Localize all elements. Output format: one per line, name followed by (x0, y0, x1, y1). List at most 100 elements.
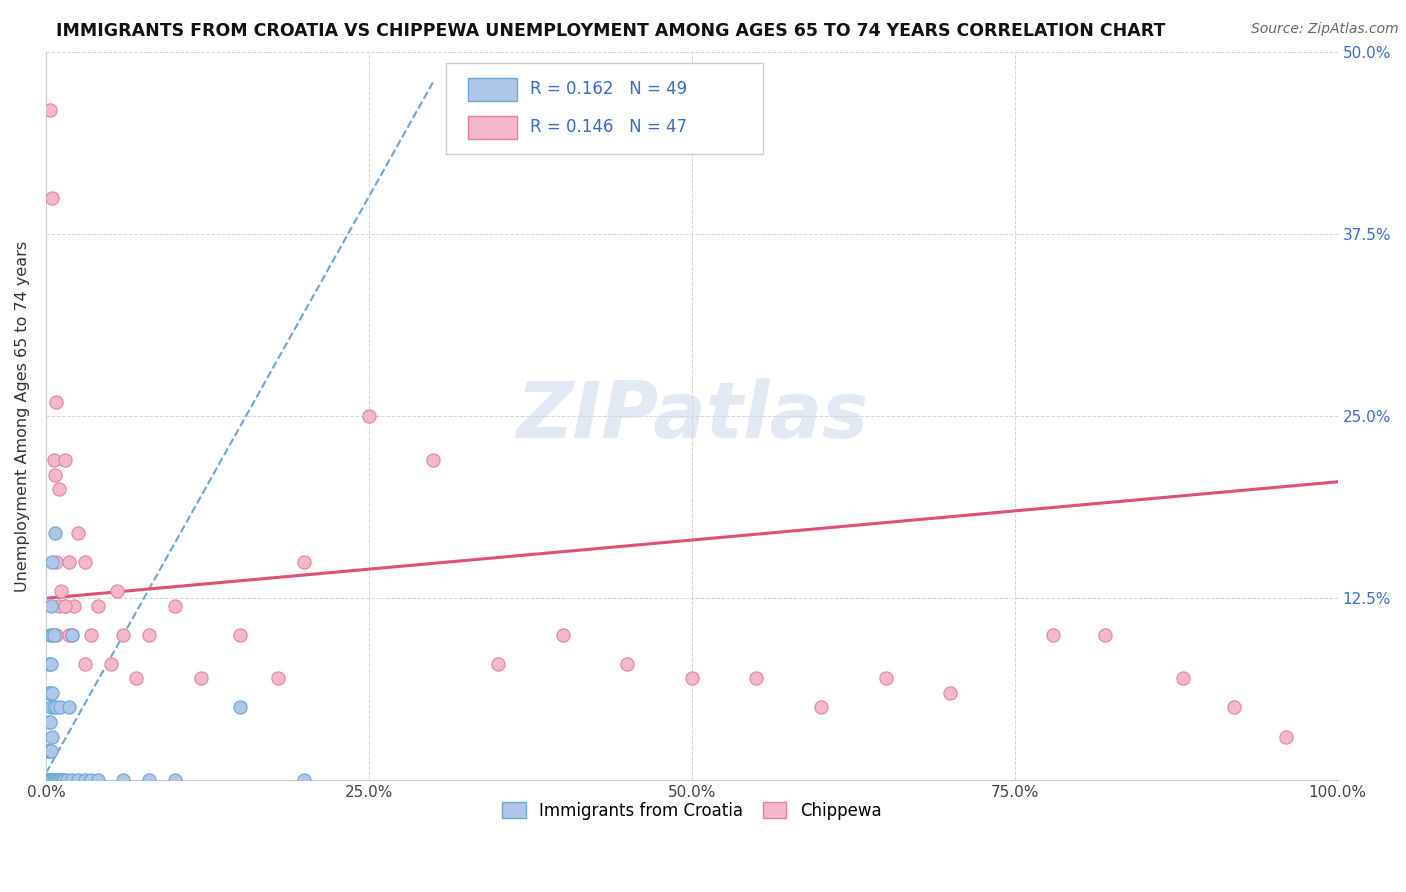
Point (292, 555, 315, 569)
Point (38, 103, 60, 118)
Point (45, 773, 67, 788)
Point (80, 628, 103, 642)
Point (45, 394, 67, 409)
Point (44, 467, 66, 482)
Point (48, 773, 70, 788)
Point (48, 599, 70, 613)
Point (745, 672, 768, 686)
Point (228, 628, 250, 642)
Point (616, 657, 638, 671)
Point (38, 744, 60, 758)
Point (42, 453, 65, 467)
Point (37, 773, 59, 788)
Point (267, 672, 290, 686)
Point (681, 672, 703, 686)
Text: Source: ZipAtlas.com: Source: ZipAtlas.com (1251, 22, 1399, 37)
Point (58, 700, 80, 714)
Point (41, 686, 63, 700)
Point (58, 628, 80, 642)
Point (73, 773, 96, 788)
Point (67, 773, 90, 788)
Point (41, 730, 63, 744)
Point (228, 700, 250, 714)
Point (112, 773, 135, 788)
Point (38, 773, 60, 788)
Legend: Immigrants from Croatia, Chippewa: Immigrants from Croatia, Chippewa (496, 796, 889, 827)
Point (875, 672, 897, 686)
Point (42, 628, 65, 642)
Point (49, 700, 72, 714)
Point (73, 555, 96, 569)
Point (60, 628, 83, 642)
Point (42, 773, 65, 788)
Point (39, 700, 62, 714)
Point (63, 599, 86, 613)
Point (45, 628, 67, 642)
FancyBboxPatch shape (468, 116, 517, 139)
Point (138, 773, 160, 788)
Point (1171, 672, 1194, 686)
Point (486, 657, 509, 671)
Point (38, 744, 60, 758)
Point (51, 584, 73, 599)
Point (357, 409, 380, 424)
Point (73, 657, 96, 671)
Point (46, 773, 69, 788)
Point (38, 657, 60, 671)
Point (67, 525, 90, 540)
Point (45, 700, 67, 714)
Point (38, 773, 60, 788)
Point (39, 599, 62, 613)
Point (190, 672, 212, 686)
Point (86, 599, 108, 613)
Point (38, 686, 60, 700)
Text: ZIPatlas: ZIPatlas (516, 378, 868, 454)
Point (44, 525, 66, 540)
Point (53, 453, 76, 467)
Point (39, 773, 62, 788)
Text: R = 0.162   N = 49: R = 0.162 N = 49 (530, 80, 688, 98)
FancyBboxPatch shape (468, 78, 517, 101)
Point (51, 773, 73, 788)
Point (53, 599, 76, 613)
Point (42, 700, 65, 714)
Point (1094, 628, 1116, 642)
Point (551, 628, 574, 642)
Text: R = 0.146   N = 47: R = 0.146 N = 47 (530, 119, 688, 136)
Point (44, 773, 66, 788)
Point (41, 555, 63, 569)
Point (100, 657, 122, 671)
Point (1223, 700, 1246, 714)
Y-axis label: Unemployment Among Ages 65 to 74 years: Unemployment Among Ages 65 to 74 years (15, 241, 30, 591)
Point (112, 628, 135, 642)
Point (53, 599, 76, 613)
Point (58, 555, 80, 569)
Point (41, 191, 63, 205)
Point (41, 628, 63, 642)
Point (60, 773, 83, 788)
Point (138, 628, 160, 642)
Point (165, 773, 187, 788)
Point (422, 453, 444, 467)
Point (292, 773, 315, 788)
Point (37, 744, 59, 758)
Text: IMMIGRANTS FROM CROATIA VS CHIPPEWA UNEMPLOYMENT AMONG AGES 65 TO 74 YEARS CORRE: IMMIGRANTS FROM CROATIA VS CHIPPEWA UNEM… (56, 22, 1166, 40)
Point (52, 773, 75, 788)
Point (105, 584, 128, 599)
Point (55, 773, 77, 788)
Point (939, 686, 962, 700)
Point (60, 628, 83, 642)
Point (48, 482, 70, 496)
Point (125, 672, 148, 686)
Point (38, 628, 60, 642)
Point (810, 700, 832, 714)
FancyBboxPatch shape (446, 63, 763, 154)
Point (38, 686, 60, 700)
Point (1275, 730, 1298, 744)
Point (1042, 628, 1064, 642)
Point (45, 555, 67, 569)
Point (86, 773, 108, 788)
Point (38, 657, 60, 671)
Point (39, 657, 62, 671)
Point (38, 714, 60, 729)
